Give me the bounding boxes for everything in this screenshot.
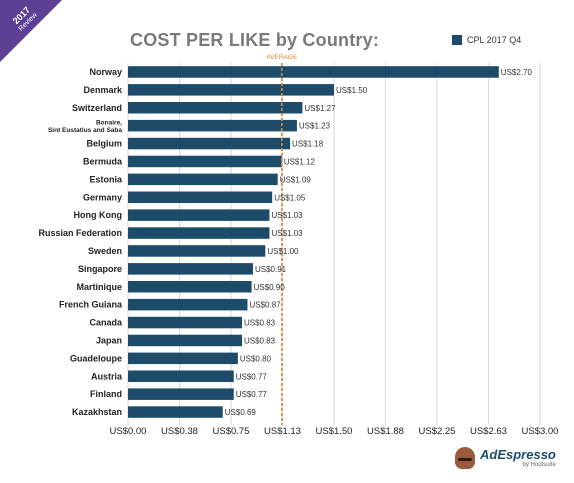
category-label: Bonaire, Sint Eustatius and Saba	[48, 120, 122, 134]
data-label: US$2.70	[501, 68, 533, 77]
bar	[128, 119, 297, 132]
data-label: US$0.69	[225, 408, 257, 417]
data-label: US$1.00	[267, 247, 299, 256]
category-label: Japan	[96, 335, 122, 345]
average-label: AVERAGE	[266, 54, 298, 61]
ribbon-shape	[0, 0, 62, 62]
bar	[128, 66, 499, 78]
x-tick-label: US$2.63	[470, 426, 507, 437]
data-label: US$0.87	[249, 301, 281, 310]
x-tick-label: US$0.00	[110, 426, 147, 437]
data-label: US$1.03	[271, 229, 303, 238]
category-label: Kazakhstan	[72, 407, 122, 417]
x-tick-label: US$1.50	[316, 426, 353, 437]
x-tick-label: US$0.38	[161, 426, 198, 437]
category-label: Germany	[83, 192, 122, 202]
bar	[128, 334, 242, 347]
data-label: US$1.03	[271, 211, 303, 220]
bar	[128, 263, 253, 275]
legend-swatch	[452, 35, 462, 45]
bar	[128, 173, 278, 186]
bar	[128, 84, 334, 96]
category-label: Guadeloupe	[70, 353, 122, 363]
mascot-icon	[455, 447, 475, 469]
bar	[128, 209, 270, 221]
category-label: Canada	[89, 318, 123, 328]
legend-entry-cpl-2017-q4: CPL 2017 Q4	[467, 35, 522, 45]
bar	[128, 102, 303, 114]
data-label: US$1.05	[274, 193, 306, 202]
data-label: US$0.80	[240, 354, 272, 363]
category-label: Hong Kong	[74, 210, 123, 220]
x-tick-label: US$2.25	[419, 426, 456, 437]
brand-name: AdEspresso	[480, 446, 556, 462]
bar	[128, 298, 248, 311]
chart-title: COST PER LIKE by Country:	[130, 30, 380, 50]
x-tick-label: US$0.75	[213, 426, 250, 437]
bar	[128, 352, 238, 365]
category-label: Norway	[89, 67, 122, 77]
category-label: Singapore	[78, 264, 122, 274]
year-review-ribbon: 2017 Review	[0, 0, 70, 70]
data-label: US$1.23	[299, 122, 331, 131]
bar	[128, 191, 273, 203]
category-label: Austria	[91, 371, 123, 381]
category-label: Switzerland	[72, 103, 122, 113]
category-label: French Guiana	[59, 300, 123, 310]
category-label: Belgium	[86, 139, 122, 149]
data-label: US$1.12	[284, 157, 316, 166]
brand-byline: by Hootsuite	[522, 461, 556, 468]
data-label: US$0.77	[236, 372, 268, 381]
data-label: US$1.09	[280, 175, 312, 184]
category-label: Russian Federation	[38, 228, 122, 238]
x-tick-label: US$3.00	[522, 426, 559, 437]
data-label: US$0.90	[254, 283, 286, 292]
x-tick-label: US$1.13	[264, 426, 301, 437]
bar	[128, 137, 291, 150]
category-label: Estonia	[89, 174, 123, 184]
data-label: US$0.83	[244, 319, 276, 328]
bar	[128, 281, 252, 293]
category-label: Finland	[90, 389, 122, 399]
bar	[128, 388, 234, 400]
bar	[128, 245, 266, 257]
x-tick-label: US$1.88	[367, 426, 404, 437]
data-label: US$0.91	[255, 265, 287, 274]
bar	[128, 316, 242, 329]
data-label: US$0.77	[236, 390, 268, 399]
data-label: US$1.27	[304, 104, 336, 113]
bar	[128, 370, 234, 382]
bar	[128, 406, 223, 418]
adespresso-logo: AdEspresso by Hootsuite	[455, 447, 556, 469]
bar	[128, 227, 270, 239]
bar	[128, 155, 282, 168]
chart-legend: CPL 2017 Q4	[452, 35, 521, 45]
category-label: Sweden	[88, 246, 122, 256]
category-label: Denmark	[83, 85, 123, 95]
data-label: US$0.83	[244, 336, 276, 345]
category-label: Bermuda	[83, 156, 123, 166]
data-label: US$1.50	[336, 86, 368, 95]
data-label: US$1.18	[292, 140, 324, 149]
category-label: Martinique	[76, 282, 122, 292]
